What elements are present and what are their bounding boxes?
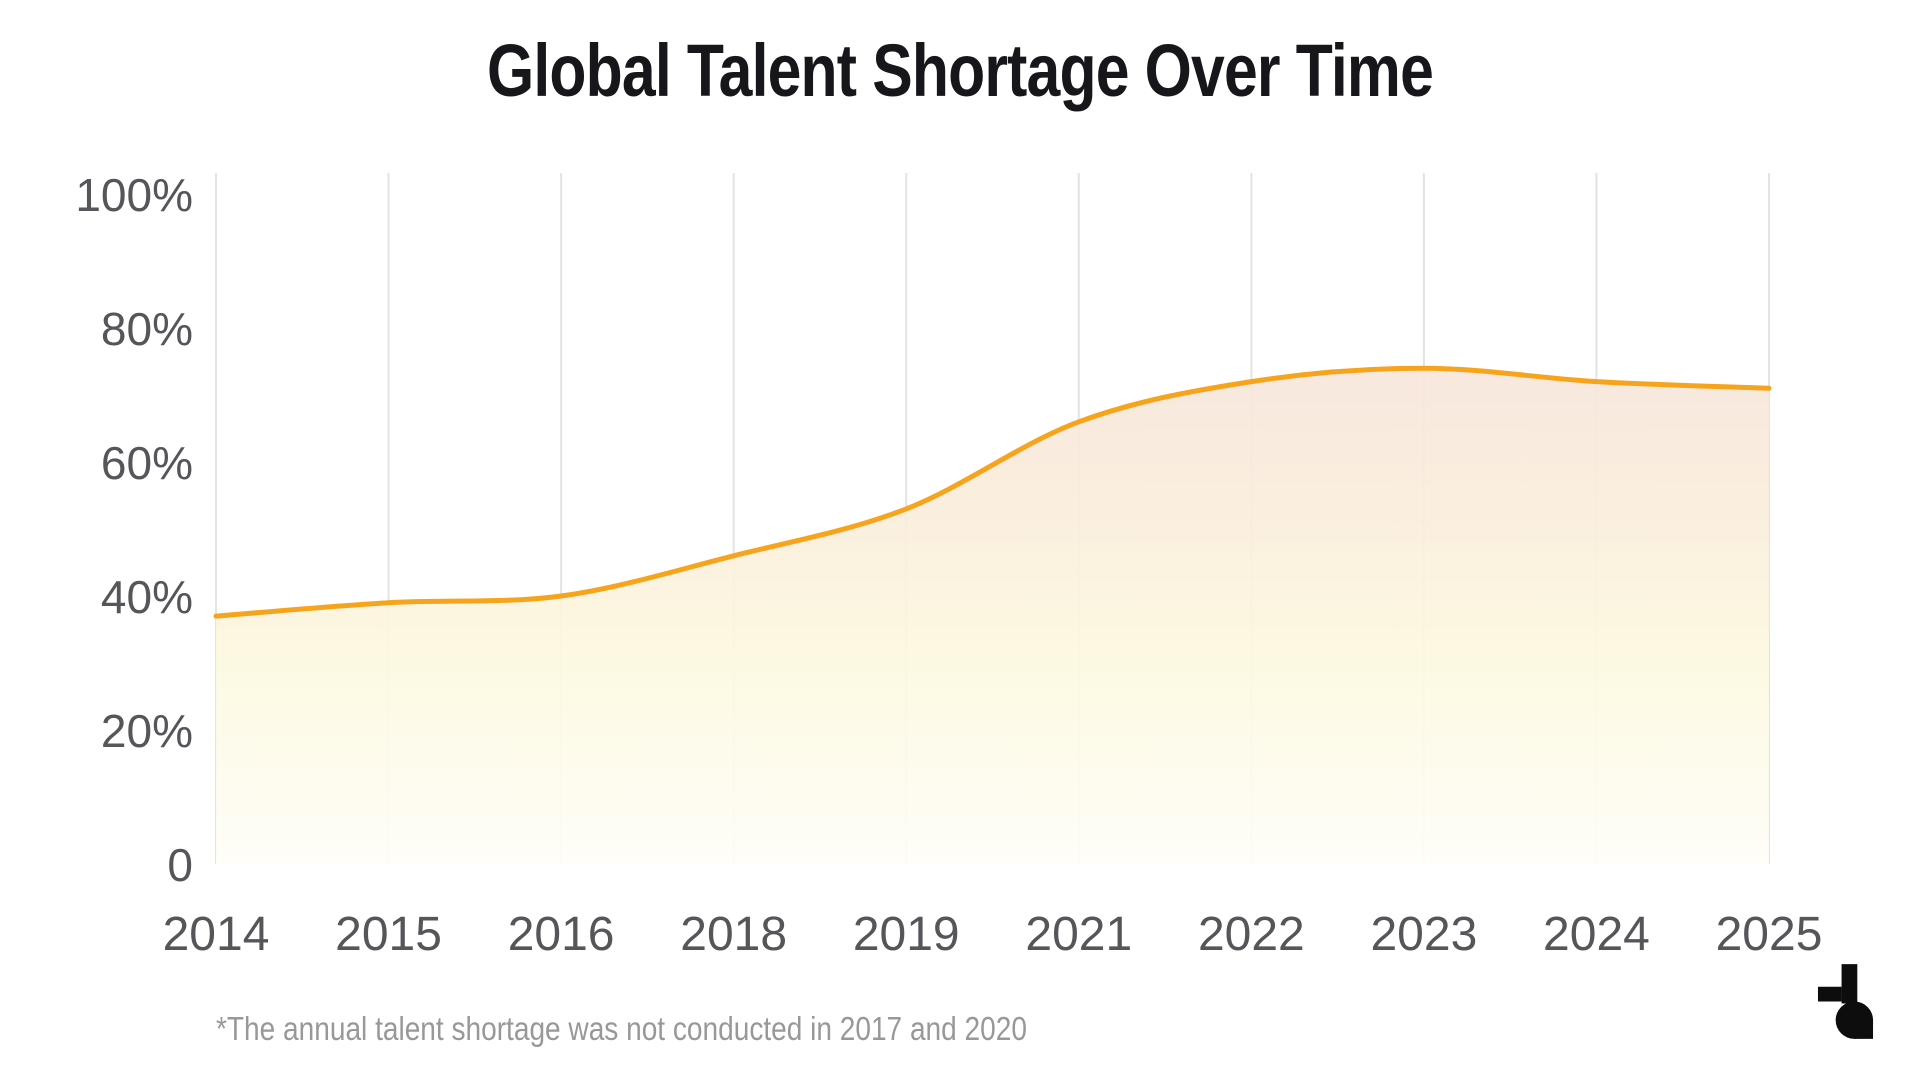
chart-footnote: *The annual talent shortage was not cond… [216, 1010, 1027, 1047]
y-tick-label: 40% [101, 571, 193, 623]
y-tick-label: 100% [75, 169, 193, 221]
x-tick-label: 2018 [680, 908, 787, 961]
x-tick-label: 2022 [1198, 908, 1305, 961]
x-tick-label: 2015 [335, 908, 442, 961]
trend-line [213, 365, 1772, 619]
x-tick-label: 2016 [508, 908, 615, 961]
trend-line-layer [213, 365, 1772, 619]
y-tick-label: 60% [101, 437, 193, 489]
brand-logo-icon [1817, 964, 1874, 1039]
x-tick-label: 2024 [1543, 908, 1650, 961]
y-tick-label: 20% [101, 705, 193, 757]
area-fill [216, 368, 1769, 864]
x-tick-label: 2023 [1370, 908, 1477, 961]
x-tick-label: 2014 [163, 908, 270, 961]
y-tick-label: 0 [167, 839, 193, 891]
y-axis-labels: 0 20% 40% 60% 80% 100% [75, 169, 193, 891]
area-fill-layer [216, 368, 1769, 864]
y-tick-label: 80% [101, 303, 193, 355]
chart-title: Global Talent Shortage Over Time [486, 29, 1434, 112]
x-tick-label: 2021 [1025, 908, 1132, 961]
x-tick-label: 2019 [853, 908, 960, 961]
x-tick-label: 2025 [1716, 908, 1823, 961]
x-axis-labels: 2014 2015 2016 2018 2019 2021 2022 2023 2024 2025 [163, 908, 1823, 961]
